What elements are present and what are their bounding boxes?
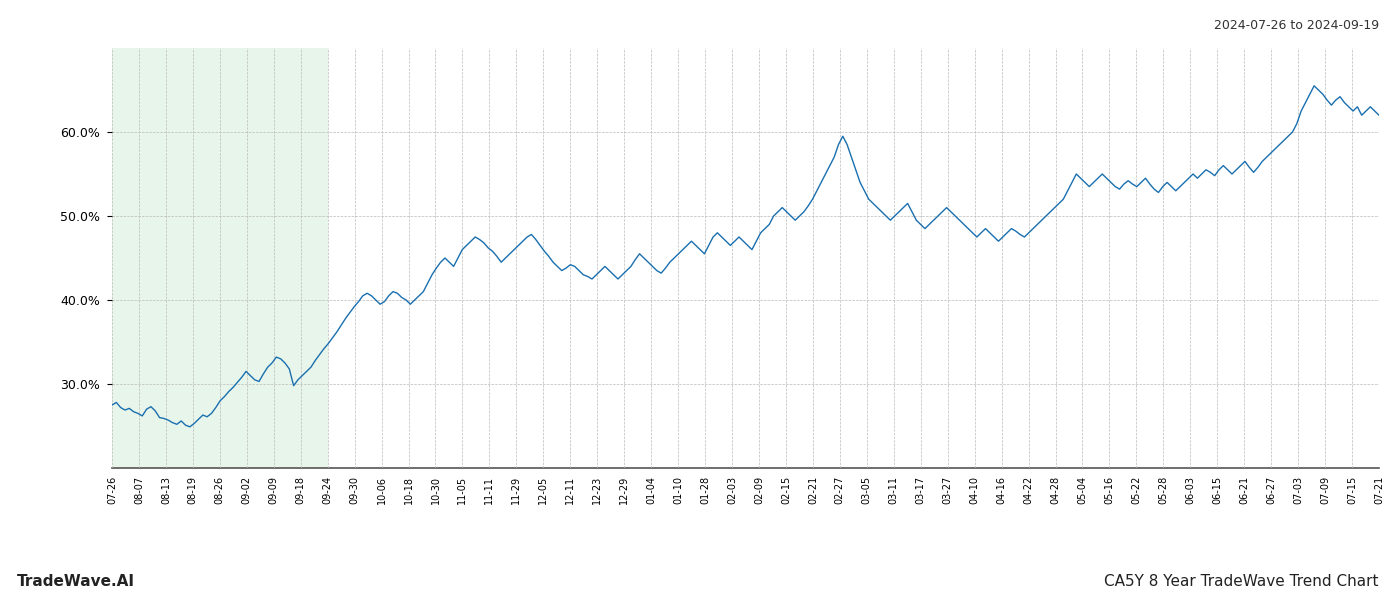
Text: CA5Y 8 Year TradeWave Trend Chart: CA5Y 8 Year TradeWave Trend Chart bbox=[1105, 574, 1379, 589]
Text: 2024-07-26 to 2024-09-19: 2024-07-26 to 2024-09-19 bbox=[1214, 19, 1379, 32]
Text: TradeWave.AI: TradeWave.AI bbox=[17, 574, 134, 589]
Bar bbox=[112, 48, 328, 468]
